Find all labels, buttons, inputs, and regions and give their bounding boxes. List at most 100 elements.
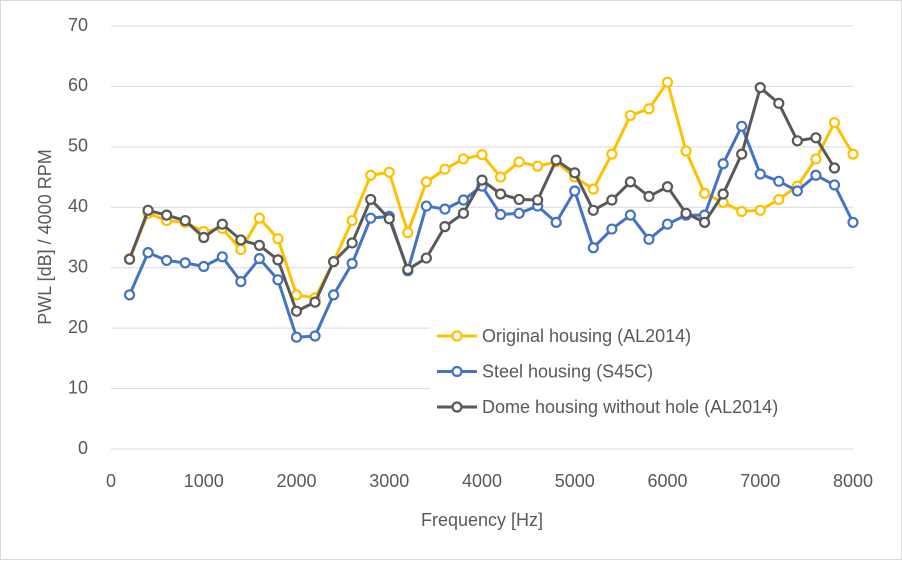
- point-marker: [587, 204, 599, 216]
- point-marker: [828, 117, 841, 129]
- point-marker: [142, 247, 154, 259]
- legend-label: Dome housing without hole (AL2014): [482, 397, 778, 417]
- x-tick-label: 2000: [276, 471, 316, 491]
- point-marker: [365, 169, 377, 181]
- point-marker: [717, 158, 729, 170]
- point-marker: [810, 132, 822, 144]
- point-marker: [532, 194, 544, 206]
- point-marker: [754, 82, 766, 94]
- y-tick-label: 10: [68, 377, 88, 397]
- point-marker: [643, 190, 655, 203]
- point-marker: [235, 234, 247, 246]
- point-marker: [550, 154, 562, 166]
- y-tick-label: 40: [68, 196, 88, 216]
- point-marker: [680, 207, 692, 219]
- point-marker: [439, 221, 451, 233]
- y-tick-label: 60: [68, 75, 88, 95]
- point-marker: [513, 156, 525, 168]
- x-tick-label: 5000: [555, 471, 595, 491]
- point-marker: [661, 218, 674, 230]
- point-marker: [698, 187, 711, 199]
- point-marker: [161, 254, 173, 267]
- point-marker: [643, 233, 655, 245]
- point-marker: [235, 276, 247, 288]
- point-marker: [773, 175, 785, 187]
- legend-marker: [451, 330, 463, 342]
- point-marker: [123, 253, 136, 265]
- series-line: [128, 124, 855, 339]
- point-marker: [179, 214, 191, 227]
- point-marker: [791, 185, 803, 197]
- point-marker: [791, 135, 803, 147]
- point-marker: [402, 227, 414, 239]
- point-marker: [587, 242, 599, 254]
- point-marker: [142, 204, 154, 216]
- point-marker: [272, 233, 284, 245]
- y-tick-label: 20: [68, 317, 88, 337]
- point-marker: [513, 207, 525, 219]
- point-marker: [494, 208, 507, 221]
- point-marker: [420, 200, 432, 212]
- x-tick-label: 6000: [647, 471, 687, 491]
- point-marker: [123, 289, 136, 301]
- y-axis-label: PWL [dB] / 4000 RPM: [35, 149, 55, 324]
- legend-label: Original housing (AL2014): [482, 326, 691, 346]
- point-marker: [736, 205, 748, 218]
- point-marker: [494, 188, 507, 200]
- point-marker: [216, 218, 228, 230]
- x-tick-label: 4000: [462, 471, 502, 491]
- point-marker: [439, 163, 451, 175]
- point-marker: [216, 251, 228, 263]
- point-marker: [569, 167, 581, 179]
- point-marker: [346, 237, 358, 249]
- point-marker: [680, 145, 692, 157]
- point-marker: [309, 330, 321, 342]
- y-tick-label: 0: [78, 438, 88, 458]
- point-marker: [736, 148, 748, 160]
- point-marker: [847, 148, 859, 160]
- point-marker: [457, 207, 470, 219]
- point-marker: [346, 214, 358, 227]
- series-line: [128, 80, 855, 300]
- y-tick-label: 50: [68, 136, 88, 156]
- point-marker: [494, 171, 507, 183]
- point-marker: [457, 153, 470, 165]
- point-marker: [513, 193, 525, 206]
- point-marker: [420, 176, 432, 188]
- point-marker: [828, 179, 841, 191]
- point-marker: [161, 209, 173, 221]
- point-marker: [383, 166, 395, 178]
- x-tick-label: 8000: [833, 471, 873, 491]
- x-tick-label: 7000: [740, 471, 780, 491]
- legend-background: [430, 318, 860, 426]
- point-marker: [736, 120, 748, 132]
- point-marker: [272, 274, 284, 286]
- point-marker: [402, 263, 414, 276]
- point-marker: [661, 181, 674, 193]
- point-marker: [828, 162, 841, 174]
- point-marker: [179, 257, 191, 269]
- point-marker: [550, 216, 562, 228]
- point-marker: [290, 289, 303, 301]
- point-marker: [606, 148, 618, 160]
- point-marker: [383, 213, 395, 225]
- point-marker: [476, 174, 488, 186]
- point-marker: [624, 176, 637, 188]
- point-marker: [420, 252, 432, 264]
- point-marker: [235, 243, 247, 256]
- point-marker: [253, 253, 265, 265]
- point-marker: [365, 193, 377, 206]
- point-marker: [587, 183, 599, 195]
- x-tick-label: 0: [106, 471, 116, 491]
- point-marker: [290, 305, 303, 317]
- point-marker: [198, 231, 210, 244]
- point-marker: [606, 194, 618, 206]
- point-marker: [810, 169, 822, 181]
- point-marker: [624, 109, 637, 122]
- point-marker: [365, 212, 377, 224]
- point-marker: [253, 239, 265, 251]
- point-marker: [253, 212, 265, 224]
- point-marker: [643, 103, 655, 115]
